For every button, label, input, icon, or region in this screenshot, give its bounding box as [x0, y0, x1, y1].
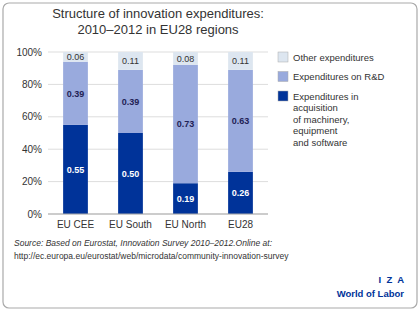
bar-segment — [173, 183, 198, 214]
data-label: 0.11 — [122, 56, 139, 66]
data-label: 0.19 — [177, 194, 195, 204]
legend-entry: Other expenditures — [293, 52, 374, 63]
legend-line: Expenditures on R&D — [293, 71, 384, 82]
data-label: 0.39 — [67, 89, 85, 99]
legend-entry: Expenditures inacquisitionof machinery,e… — [293, 91, 358, 148]
y-tick-label: 20% — [22, 176, 42, 187]
bar-segment — [228, 172, 253, 214]
bar-segment — [228, 70, 253, 172]
bars — [63, 52, 253, 214]
bar-segment — [63, 125, 88, 214]
legend: Other expenditures Expenditures on R&D Exp… — [278, 52, 384, 148]
y-tick-label: 40% — [22, 144, 42, 155]
legend-swatch — [278, 72, 288, 82]
legend-line: Expenditures in — [293, 91, 358, 102]
data-label: 0.63 — [232, 116, 250, 126]
x-tick-label: EU28 — [228, 219, 253, 230]
title: Structure of innovation expenditures:201… — [52, 6, 264, 37]
x-axis-line — [48, 214, 268, 215]
border — [3, 3, 417, 308]
data-label: 0.50 — [122, 169, 140, 179]
legend-line: Other expenditures — [293, 52, 374, 63]
legend-line: acquisition — [293, 102, 338, 113]
bar-segment — [118, 70, 143, 133]
data-label: 0.26 — [232, 188, 250, 198]
legend-line: and software — [293, 137, 347, 148]
bar-segment — [63, 62, 88, 125]
data-label: 0.73 — [177, 119, 195, 129]
y-tick-label: 80% — [22, 79, 42, 90]
data-label: 0.55 — [67, 165, 85, 175]
bar-segment — [228, 52, 253, 70]
y-tick-label: 100% — [16, 47, 42, 58]
annotation: World of Labor — [337, 288, 405, 299]
y-tick-label: 60% — [22, 111, 42, 122]
legend-swatch — [278, 52, 288, 62]
annotation: I Z A — [378, 274, 404, 285]
x-tick-label: EU North — [165, 219, 206, 230]
data-label: 0.11 — [232, 56, 249, 66]
bar-segment — [118, 133, 143, 214]
legend-line: equipment — [293, 125, 338, 136]
bar-segment — [173, 65, 198, 183]
data-label: 0.06 — [67, 52, 85, 62]
y-tick-label: 0% — [28, 209, 43, 220]
x-tick-label: EU CEE — [57, 219, 95, 230]
legend-swatch — [278, 91, 288, 101]
data-labels: 0.55 0.50 0.19 0.26 0.39 0.39 0.73 0.63 0.06 0.11… — [67, 52, 250, 204]
grid-line — [48, 214, 268, 215]
annotation: Source: Based on Eurostat, Innovation Su… — [14, 238, 273, 248]
title-line: 2010–2012 in EU28 regions — [77, 22, 239, 37]
bar-segment — [118, 52, 143, 70]
title-line: Structure of innovation expenditures: — [52, 6, 264, 21]
bar-segment — [63, 52, 88, 62]
chart: Structure of innovation expenditures:201… — [0, 0, 420, 311]
background — [0, 0, 420, 311]
legend-entry: Expenditures on R&D — [293, 71, 384, 82]
annotation: http://ec.europa.eu/eurostat/web/microda… — [14, 251, 289, 261]
data-label: 0.39 — [122, 97, 140, 107]
data-label: 0.08 — [177, 54, 195, 64]
bar-segment — [173, 52, 198, 65]
legend-line: of machinery, — [293, 114, 349, 125]
x-tick-label: EU South — [109, 219, 152, 230]
